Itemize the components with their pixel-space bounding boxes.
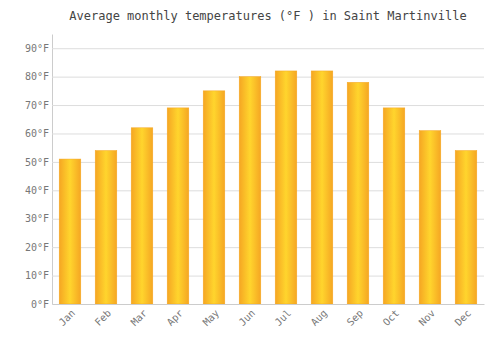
bar — [419, 131, 441, 304]
x-tick: Feb — [93, 307, 114, 328]
bar — [95, 151, 117, 304]
grid-line — [52, 304, 484, 305]
y-tick-label: 50°F — [25, 157, 49, 168]
y-tick-label: 80°F — [25, 71, 49, 82]
x-tick: Mar — [129, 307, 150, 328]
grid-line — [52, 48, 484, 49]
chart-container: 0°F 10°F 20°F 30°F 40°F 50°F 60°F 70°F 80°F 90°F J… — [0, 0, 500, 350]
x-tick-label: Oct — [381, 307, 402, 328]
chart-svg: 0°F 10°F 20°F 30°F 40°F 50°F 60°F 70°F 80°F 90°F J… — [0, 0, 500, 350]
x-tick: Oct — [381, 307, 402, 328]
grid-line — [52, 105, 484, 106]
x-tick: May — [201, 307, 222, 328]
bar — [131, 128, 153, 304]
x-tick-label: Jan — [57, 307, 78, 328]
bar — [455, 151, 477, 304]
x-axis-line — [53, 304, 485, 305]
y-tick-label: 0°F — [31, 299, 49, 310]
bar — [311, 71, 333, 304]
x-tick-label: Feb — [93, 307, 114, 328]
bar — [59, 159, 81, 304]
x-tick: Jun — [237, 307, 258, 328]
x-tick-label: Aug — [309, 307, 330, 328]
x-tick: Jan — [57, 307, 78, 328]
x-tick: Dec — [453, 307, 474, 328]
y-axis: 0°F 10°F 20°F 30°F 40°F 50°F 60°F 70°F 80°F 90°F — [25, 35, 484, 310]
bar — [203, 91, 225, 304]
y-axis-line — [52, 35, 53, 305]
y-tick: 90°F — [25, 43, 484, 54]
x-tick-label: Sep — [345, 307, 366, 328]
bar — [275, 71, 297, 304]
y-tick-label: 20°F — [25, 242, 49, 253]
y-tick-label: 90°F — [25, 43, 49, 54]
x-tick-label: May — [201, 307, 222, 328]
grid-line — [52, 77, 484, 78]
bar — [347, 82, 369, 304]
y-tick-label: 30°F — [25, 213, 49, 224]
x-tick: Jul — [273, 307, 294, 328]
y-tick-label: 40°F — [25, 185, 49, 196]
x-tick-label: Jul — [273, 307, 294, 328]
x-tick-label: Mar — [129, 307, 150, 328]
bar — [239, 77, 261, 304]
x-tick-label: Nov — [417, 307, 438, 328]
plot: 0°F 10°F 20°F 30°F 40°F 50°F 60°F 70°F 80°F 90°F J… — [25, 35, 485, 329]
bars — [59, 71, 477, 304]
x-tick: Nov — [417, 307, 438, 328]
y-tick-label: 70°F — [25, 100, 49, 111]
x-tick: Aug — [309, 307, 330, 328]
x-tick-label: Dec — [453, 307, 474, 328]
y-tick-label: 10°F — [25, 270, 49, 281]
x-axis: Jan Feb Mar Apr May Jun Jul Aug Sep Oct Nov Dec — [53, 305, 485, 329]
x-tick: Apr — [165, 307, 186, 328]
bar — [383, 108, 405, 304]
x-tick-label: Apr — [165, 307, 186, 328]
x-tick-label: Jun — [237, 307, 258, 328]
title: Average monthly temperatures (°F ) in Sa… — [69, 9, 466, 23]
x-tick: Sep — [345, 307, 366, 328]
bar — [167, 108, 189, 304]
y-tick-label: 60°F — [25, 128, 49, 139]
